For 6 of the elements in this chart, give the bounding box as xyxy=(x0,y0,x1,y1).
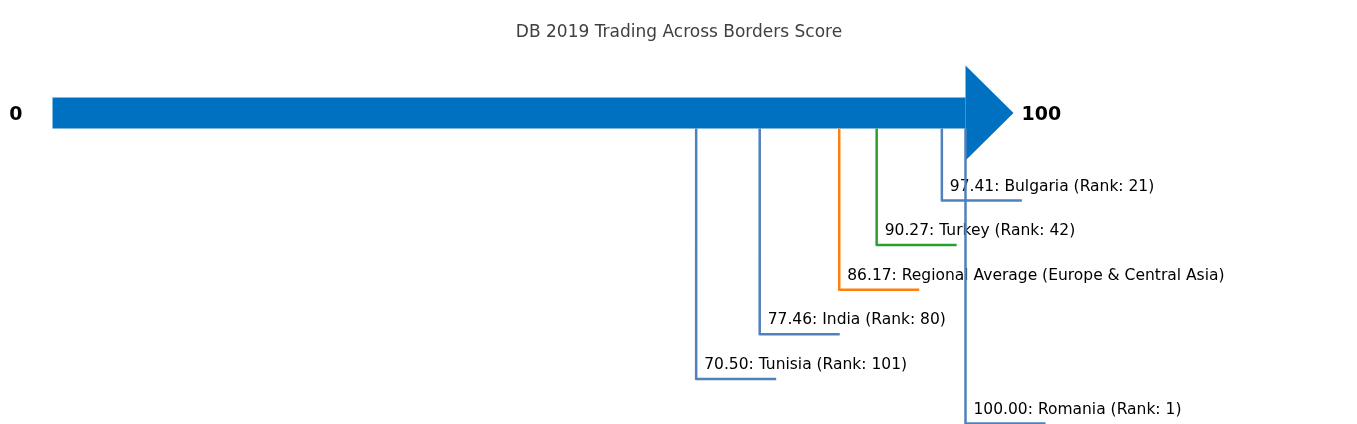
text: 0 xyxy=(9,102,23,124)
data-label: 77.46: India (Rank: 80) xyxy=(767,310,946,329)
text: DB 2019 Trading Across Borders Score xyxy=(515,20,843,41)
data-label: 100.00: Romania (Rank: 1) xyxy=(973,399,1182,418)
text: 100 xyxy=(1021,102,1062,124)
data-label: 70.50: Tunisia (Rank: 101) xyxy=(704,354,908,373)
